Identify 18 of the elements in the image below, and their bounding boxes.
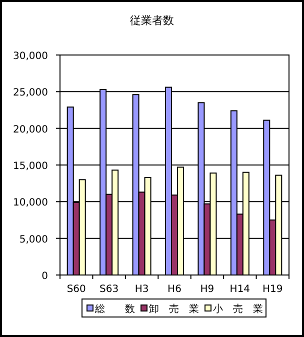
y-tick-label: 25,000 [13,88,48,99]
y-tick-label: 5,000 [19,234,48,246]
x-tick-label: H14 [230,284,250,295]
y-tick-label: 10,000 [13,198,48,209]
legend-label: 卸 売 業 [149,303,199,315]
x-tick-label: H6 [168,284,182,295]
legend-label: 総 数 [94,303,135,315]
x-tick-label: H3 [134,284,149,295]
legend-label: 小 売 業 [213,303,263,315]
x-tick-label: H9 [200,284,214,295]
x-tick-label: S63 [100,284,119,295]
y-tick-label: 15,000 [13,161,48,172]
y-tick-label: 20,000 [13,124,48,136]
y-tick-label: 0 [42,271,48,282]
title: 従業者数 [130,14,174,27]
x-tick-label: S60 [66,284,86,295]
x-tick-label: H19 [262,284,283,295]
y-tick-label: 30,000 [13,51,48,62]
